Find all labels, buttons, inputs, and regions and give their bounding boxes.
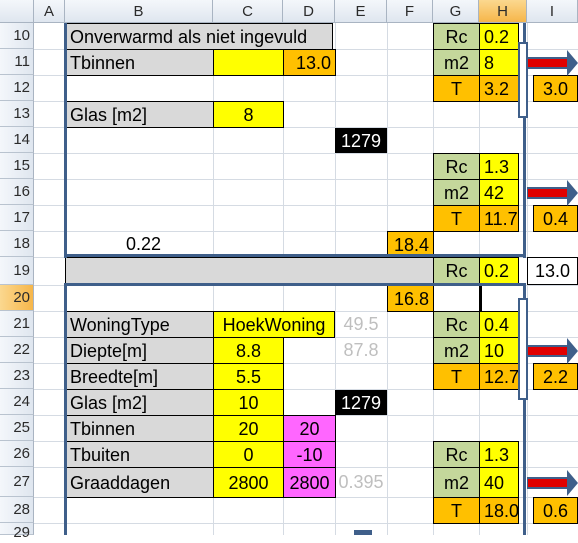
t-label-b1: T	[433, 363, 480, 390]
graaddagen-pink[interactable]: 2800	[283, 467, 336, 498]
t-extra-mid: 0.4	[533, 205, 578, 232]
corner-select-all[interactable]	[0, 0, 34, 23]
column-header-D[interactable]: D	[283, 0, 335, 23]
t-label-top: T	[433, 75, 480, 102]
label-graaddagen: Graaddagen	[65, 467, 214, 498]
row-header[interactable]: 11	[0, 49, 34, 75]
m2-input-b1[interactable]: 10	[479, 337, 519, 364]
active-cell-h20[interactable]	[479, 285, 482, 311]
row-header[interactable]: 15	[0, 153, 34, 179]
label-glas-bottom: Glas [m2]	[65, 389, 214, 416]
gray-value-r22: 87.8	[343, 340, 379, 360]
m2-input-b2[interactable]: 40	[479, 467, 519, 498]
row-header[interactable]: 25	[0, 415, 34, 441]
column-header-I[interactable]: I	[527, 0, 578, 23]
m2-label-top: m2	[433, 49, 480, 76]
column-header-B[interactable]: B	[65, 0, 213, 23]
glas-total-bottom: 1279	[335, 390, 387, 415]
woningtype-select[interactable]: HoekWoning	[213, 311, 335, 338]
column-header-A[interactable]: A	[34, 0, 65, 23]
breedte-input[interactable]: 5.5	[213, 363, 284, 390]
rc-label-b1: Rc	[433, 311, 480, 338]
m2-label-mid: m2	[433, 179, 480, 206]
gray-value-r21: 49.5	[343, 314, 379, 334]
graaddagen-input[interactable]: 2800	[213, 467, 284, 498]
t-extra-b1: 2.2	[533, 363, 578, 390]
arrow-right-icon	[527, 470, 578, 496]
column-header-H[interactable]: H	[479, 0, 527, 23]
row-header[interactable]: 19	[0, 257, 34, 285]
label-tbuiten: Tbuiten	[65, 441, 214, 468]
column-header-E[interactable]: E	[335, 0, 387, 23]
m2-label-b2: m2	[433, 467, 480, 498]
column-header-G[interactable]: G	[433, 0, 479, 23]
row-header[interactable]: 18	[0, 231, 34, 257]
rc-input-top[interactable]: 0.2	[479, 23, 519, 50]
row-header[interactable]: 14	[0, 127, 34, 153]
rc-label-top: Rc	[433, 23, 480, 50]
tbuiten-input[interactable]: 0	[213, 441, 284, 468]
row-header[interactable]: 16	[0, 179, 34, 205]
rc-label-separator: Rc	[433, 257, 480, 285]
t-extra-b2: 0.6	[533, 497, 578, 524]
t-label-b2: T	[433, 497, 480, 524]
value-r18-f: 18.4	[387, 231, 434, 258]
m2-input-top[interactable]: 8	[479, 49, 519, 76]
row-header[interactable]: 29	[0, 523, 34, 541]
label-tbinnen-top: Tbinnen	[65, 49, 214, 76]
rc-input-mid[interactable]: 1.3	[479, 153, 519, 180]
arrow-right-icon	[527, 180, 578, 206]
tbinnen-pink[interactable]: 20	[283, 415, 336, 442]
rc-input-separator[interactable]: 0.2	[479, 257, 519, 285]
t-value-b2: 18.0	[479, 497, 519, 524]
tbinnen-value-top: 13.0	[283, 49, 336, 76]
row-header[interactable]: 24	[0, 389, 34, 415]
separator-extra: 13.0	[527, 257, 578, 285]
arrow-right-icon	[527, 50, 578, 76]
column-header-C[interactable]: C	[213, 0, 283, 23]
glas-input-top[interactable]: 8	[213, 101, 284, 128]
m2-label-b1: m2	[433, 337, 480, 364]
label-diepte: Diepte[m]	[65, 337, 214, 364]
label-onverwarmd: Onverwarmd als niet ingevuld	[65, 23, 333, 50]
rc-input-b1[interactable]: 0.4	[479, 311, 519, 338]
tbuiten-pink[interactable]: -10	[283, 441, 336, 468]
t-value-mid: 11.7	[479, 205, 519, 232]
t-extra-top: 3.0	[533, 75, 578, 102]
t-value-top: 3.2	[479, 75, 519, 102]
label-breedte: Breedte[m]	[65, 363, 214, 390]
row-header[interactable]: 23	[0, 363, 34, 389]
row-header-selected[interactable]: 20	[0, 285, 34, 311]
row-header[interactable]: 12	[0, 75, 34, 101]
m2-input-mid[interactable]: 42	[479, 179, 519, 206]
glas-total-top: 1279	[335, 128, 387, 153]
row-header[interactable]: 22	[0, 337, 34, 363]
diepte-input[interactable]: 8.8	[213, 337, 284, 364]
column-header-F[interactable]: F	[387, 0, 433, 23]
tbinnen-input-top[interactable]	[213, 49, 284, 76]
rc-label-b2: Rc	[433, 441, 480, 468]
tbinnen-input-bottom[interactable]: 20	[213, 415, 284, 442]
t-value-b1: 12.7	[479, 363, 519, 390]
separator-bar	[65, 257, 434, 285]
row-header[interactable]: 17	[0, 205, 34, 231]
gray-value-r27: 0.395	[338, 472, 384, 492]
arrow-right-icon	[527, 338, 578, 364]
t-label-mid: T	[433, 205, 480, 232]
value-r20-f: 16.8	[387, 285, 434, 312]
label-glas-top: Glas [m2]	[65, 101, 214, 128]
row-header[interactable]: 13	[0, 101, 34, 127]
rc-label-mid: Rc	[433, 153, 480, 180]
row-header[interactable]: 27	[0, 467, 34, 497]
row-header[interactable]: 10	[0, 23, 34, 49]
row-header[interactable]: 21	[0, 311, 34, 337]
value-r18-b: 0.22	[125, 234, 161, 254]
row-header[interactable]: 28	[0, 497, 34, 523]
glas-input-bottom[interactable]: 10	[213, 389, 284, 416]
label-tbinnen-bottom: Tbinnen	[65, 415, 214, 442]
label-woningtype: WoningType	[65, 311, 214, 338]
row-header[interactable]: 26	[0, 441, 34, 467]
rc-input-b2[interactable]: 1.3	[479, 441, 519, 468]
